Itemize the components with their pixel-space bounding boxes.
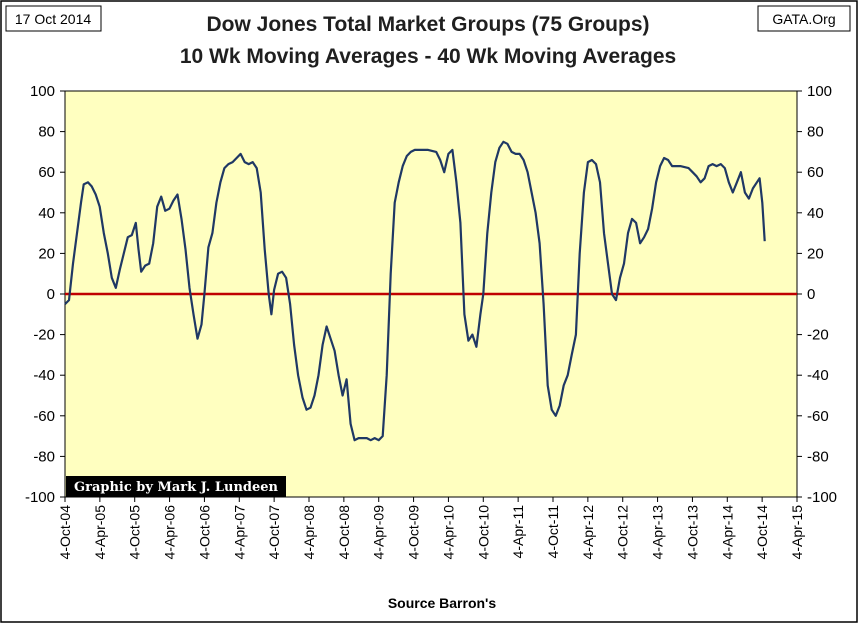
- y-tick-label-left: -20: [33, 327, 55, 344]
- y-tick-label-right: -60: [807, 408, 829, 425]
- y-tick-label-left: 60: [38, 164, 55, 181]
- date-box: 17 Oct 2014: [5, 5, 102, 32]
- chart-subtitle: 10 Wk Moving Averages - 40 Wk Moving Ave…: [180, 45, 676, 68]
- x-tick-label: 4-Apr-12: [580, 505, 596, 560]
- y-tick-label-right: 20: [807, 245, 824, 262]
- x-axis: 4-Oct-04 4-Apr-05 4-Oct-05 4-Apr-06 4-Oct-06…: [57, 497, 805, 559]
- y-axis-right: 100 80 60 40 20 0 -20 -40 -60 -80 -100: [797, 83, 837, 506]
- y-tick-label-right: -20: [807, 327, 829, 344]
- y-tick-label-left: -80: [33, 448, 55, 465]
- date-label: 17 Oct 2014: [15, 11, 91, 27]
- y-tick-label-right: 80: [807, 124, 824, 141]
- credit-label: Graphic by Mark J. Lundeen: [74, 480, 279, 495]
- y-tick-label-left: -60: [33, 408, 55, 425]
- x-tick-label: 4-Oct-13: [684, 505, 700, 560]
- x-tick-label: 4-Oct-14: [754, 505, 770, 560]
- y-tick-label-left: 0: [47, 286, 55, 303]
- y-tick-label-left: 40: [38, 205, 55, 222]
- y-tick-label-left: 20: [38, 245, 55, 262]
- y-axis-left: 100 80 60 40 20 0 -20 -40 -60 -80 -100: [25, 83, 65, 506]
- x-tick-label: 4-Oct-12: [615, 505, 631, 560]
- x-tick-label: 4-Apr-06: [162, 505, 178, 560]
- credit-box: Graphic by Mark J. Lundeen: [66, 476, 286, 497]
- x-tick-label: 4-Apr-10: [440, 505, 456, 560]
- y-tick-label-right: 60: [807, 164, 824, 181]
- x-tick-label: 4-Apr-05: [92, 505, 108, 560]
- y-tick-label-left: 80: [38, 124, 55, 141]
- x-tick-label: 4-Oct-05: [127, 505, 143, 560]
- x-tick-label: 4-Apr-15: [789, 505, 805, 560]
- x-tick-label: 4-Oct-10: [475, 505, 491, 560]
- y-tick-label-right: 100: [807, 83, 832, 100]
- x-tick-label: 4-Apr-09: [371, 505, 387, 560]
- x-tick-label: 4-Apr-13: [650, 505, 666, 560]
- source-box: GATA.Org: [757, 5, 851, 32]
- x-tick-label: 4-Apr-08: [301, 505, 317, 560]
- x-tick-label: 4-Oct-07: [266, 505, 282, 560]
- y-tick-label-right: -100: [807, 489, 837, 506]
- x-tick-label: 4-Apr-11: [510, 505, 526, 559]
- y-tick-label-right: -40: [807, 367, 829, 384]
- x-tick-label: 4-Oct-09: [406, 505, 422, 560]
- y-tick-label-left: -100: [25, 489, 55, 506]
- y-tick-label-right: -80: [807, 448, 829, 465]
- y-tick-label-right: 40: [807, 205, 824, 222]
- x-tick-label: 4-Oct-11: [545, 505, 561, 559]
- x-tick-label: 4-Oct-08: [336, 505, 352, 560]
- x-tick-label: 4-Oct-06: [196, 505, 212, 560]
- x-tick-label: 4-Apr-14: [719, 505, 735, 560]
- x-tick-label: 4-Apr-07: [231, 505, 247, 560]
- series-line: [64, 140, 766, 442]
- y-tick-label-left: 100: [30, 83, 55, 100]
- y-tick-label-left: -40: [33, 367, 55, 384]
- x-tick-label: 4-Oct-04: [57, 505, 73, 560]
- y-tick-label-right: 0: [807, 286, 815, 303]
- x-axis-title: Source Barron's: [388, 595, 497, 611]
- chart-title: Dow Jones Total Market Groups (75 Groups…: [206, 13, 649, 36]
- source-label: GATA.Org: [772, 11, 835, 27]
